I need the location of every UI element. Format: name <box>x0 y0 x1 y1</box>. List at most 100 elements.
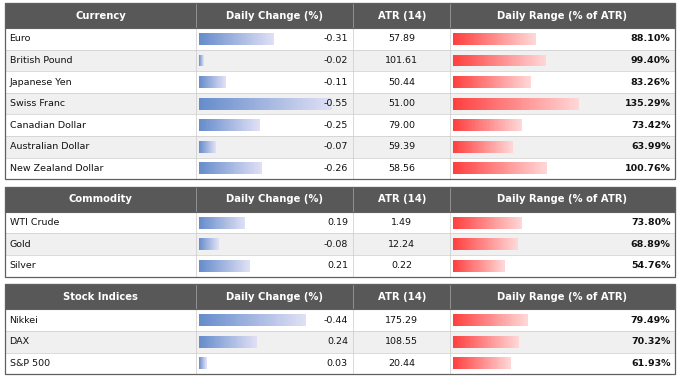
Bar <box>250 336 252 348</box>
Bar <box>475 260 476 272</box>
Bar <box>235 217 236 229</box>
Text: 59.39: 59.39 <box>388 142 415 151</box>
Bar <box>489 162 491 174</box>
Bar <box>523 76 525 88</box>
Bar <box>5 233 675 255</box>
Bar <box>239 336 241 348</box>
Text: -0.55: -0.55 <box>324 99 348 108</box>
Bar <box>469 98 471 109</box>
Bar <box>203 33 205 45</box>
Bar <box>303 98 305 109</box>
Bar <box>229 217 231 229</box>
Bar <box>537 55 539 67</box>
Bar <box>202 358 203 369</box>
Bar <box>509 76 511 88</box>
Bar <box>507 162 510 174</box>
Bar <box>514 55 517 67</box>
Bar <box>494 260 496 272</box>
Bar <box>208 336 210 348</box>
Bar <box>216 217 217 229</box>
Bar <box>201 336 203 348</box>
Bar <box>484 33 486 45</box>
Bar <box>5 331 675 353</box>
Bar <box>471 98 474 109</box>
Bar <box>454 336 456 348</box>
Bar <box>499 358 501 369</box>
Text: 0.19: 0.19 <box>327 218 348 227</box>
Bar <box>469 260 470 272</box>
Bar <box>454 260 456 272</box>
Bar <box>199 119 201 131</box>
Bar <box>201 358 202 369</box>
Bar <box>513 119 515 131</box>
Bar <box>206 141 207 153</box>
Bar <box>201 141 202 153</box>
Bar <box>453 162 456 174</box>
Bar <box>199 98 202 109</box>
Bar <box>233 119 235 131</box>
Bar <box>278 98 282 109</box>
Bar <box>292 98 295 109</box>
Bar <box>559 98 562 109</box>
Bar <box>214 260 216 272</box>
Bar <box>458 76 460 88</box>
Bar <box>233 217 235 229</box>
Bar <box>247 162 248 174</box>
Bar <box>468 358 470 369</box>
Text: -0.31: -0.31 <box>324 34 348 43</box>
Bar <box>220 76 221 88</box>
Bar <box>492 119 494 131</box>
Bar <box>223 76 224 88</box>
Text: 73.80%: 73.80% <box>631 218 670 227</box>
Bar <box>501 358 503 369</box>
Bar <box>483 33 485 45</box>
Bar <box>209 98 213 109</box>
Bar <box>205 314 208 326</box>
Bar <box>205 141 206 153</box>
Bar <box>508 238 510 250</box>
Bar <box>481 260 483 272</box>
Bar <box>205 76 206 88</box>
Bar <box>228 217 230 229</box>
Bar <box>220 260 222 272</box>
Bar <box>512 33 514 45</box>
Bar <box>516 217 518 229</box>
Bar <box>524 98 527 109</box>
Bar <box>253 119 255 131</box>
Bar <box>534 162 536 174</box>
Bar <box>493 76 496 88</box>
Bar <box>483 336 485 348</box>
Bar <box>539 162 542 174</box>
Bar <box>495 76 497 88</box>
Bar <box>231 314 233 326</box>
Bar <box>215 238 216 250</box>
Bar <box>497 141 499 153</box>
Bar <box>222 119 224 131</box>
Bar <box>251 119 252 131</box>
Bar <box>503 238 505 250</box>
Bar <box>256 314 259 326</box>
Bar <box>215 260 217 272</box>
Bar <box>257 98 260 109</box>
Bar <box>207 76 209 88</box>
Bar <box>203 76 205 88</box>
Bar <box>5 284 675 309</box>
Bar <box>509 162 512 174</box>
Bar <box>201 55 203 67</box>
Bar <box>222 260 224 272</box>
Bar <box>493 119 495 131</box>
Bar <box>213 217 214 229</box>
Bar <box>512 217 514 229</box>
Bar <box>201 98 205 109</box>
Bar <box>464 238 466 250</box>
Bar <box>222 162 224 174</box>
Bar <box>203 55 204 67</box>
Bar <box>499 336 501 348</box>
Bar <box>212 33 214 45</box>
Bar <box>210 217 211 229</box>
Bar <box>231 260 232 272</box>
Bar <box>201 358 203 369</box>
Bar <box>216 238 218 250</box>
Bar <box>457 336 459 348</box>
Bar <box>5 3 675 28</box>
